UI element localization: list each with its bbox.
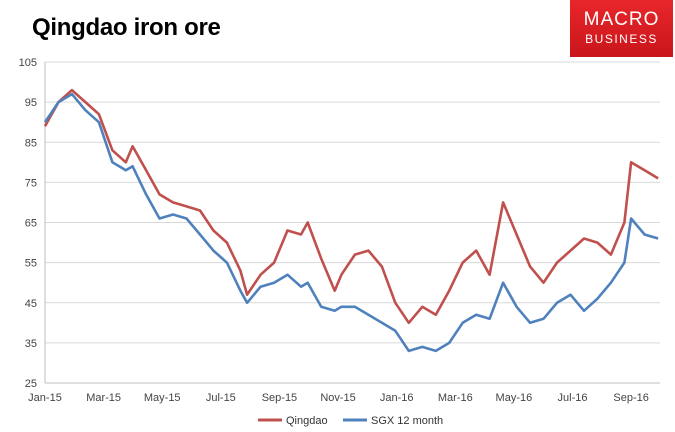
legend-label: Qingdao [286,415,328,427]
macro-business-logo: MACRO BUSINESS [570,0,673,57]
y-tick-label: 85 [25,137,37,149]
x-tick-label: Sep-15 [262,392,297,404]
series-lines [43,88,659,353]
series-line-qingdao [43,88,659,325]
x-tick-label: Jan-16 [380,392,414,404]
y-tick-label: 25 [25,378,37,390]
legend-label: SGX 12 month [371,415,443,427]
x-tick-label: Jul-15 [206,392,236,404]
x-tick-label: May-15 [144,392,181,404]
x-tick-label: Jan-15 [28,392,62,404]
x-tick-label: Mar-15 [86,392,121,404]
y-axis-ticks: 25 35 45 55 65 75 85 95 105 [19,57,37,390]
logo-line1: MACRO [583,9,660,30]
x-tick-label: May-16 [496,392,533,404]
y-tick-label: 45 [25,298,37,310]
y-tick-label: 65 [25,218,37,230]
y-tick-label: 35 [25,338,37,350]
x-tick-label: Mar-16 [438,392,473,404]
gridlines [44,61,660,384]
logo-line2: BUSINESS [585,32,658,46]
x-axis-ticks: Jan-15 Mar-15 May-15 Jul-15 Sep-15 Nov-15 Jan-… [28,392,649,404]
chart-title: Qingdao iron ore [32,14,221,41]
y-tick-label: 55 [25,258,37,270]
y-tick-label: 95 [25,97,37,109]
x-tick-label: Sep-16 [613,392,648,404]
x-tick-label: Jul-16 [558,392,588,404]
legend-item-qingdao: Qingdao [258,415,328,427]
x-tick-label: Nov-15 [320,392,355,404]
legend-item-sgx-12-month: SGX 12 month [343,415,443,427]
series-line-sgx-12-month [43,92,659,353]
legend: Qingdao SGX 12 month [258,415,443,427]
y-tick-label: 75 [25,177,37,189]
y-tick-label: 105 [19,57,37,69]
